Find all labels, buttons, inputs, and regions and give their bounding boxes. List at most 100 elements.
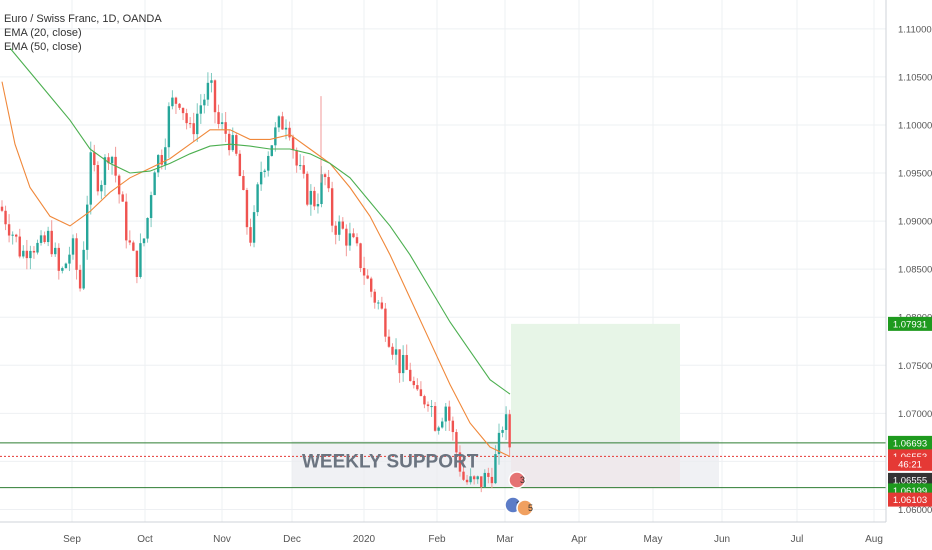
candle-body (68, 254, 71, 264)
candle-body (139, 243, 142, 277)
candle-body (71, 238, 75, 255)
candle-body (210, 80, 213, 83)
candle-body (135, 250, 139, 277)
x-tick-label: Jul (791, 534, 804, 545)
chart-grid (0, 0, 886, 522)
candle-body (110, 156, 114, 164)
candle-body (338, 221, 341, 235)
badge-count: 5 (528, 503, 533, 513)
candle-body (380, 302, 384, 309)
legend-ema20[interactable]: EMA (20, close) (4, 27, 82, 39)
candle-body (295, 150, 298, 166)
candle-body (313, 190, 316, 207)
candle-body (320, 174, 323, 205)
price-tag-bg (888, 492, 932, 507)
x-tick-label: Sep (63, 534, 81, 545)
candle-body (167, 106, 171, 148)
candle-body (270, 145, 273, 156)
candle-body (39, 235, 43, 243)
y-tick-label: 1.10500 (898, 72, 932, 83)
candle-body (391, 346, 394, 355)
x-tick-label: May (644, 534, 663, 545)
candle-body (149, 195, 153, 218)
candle-body (181, 107, 185, 114)
candle-body (7, 224, 11, 236)
candle-body (497, 432, 501, 455)
y-tick-label: 1.07500 (898, 361, 932, 372)
price-tag: 46:21 (888, 456, 932, 471)
badge-circle (508, 471, 526, 489)
candle-body (75, 238, 78, 270)
legend-ema50[interactable]: EMA (50, close) (4, 41, 82, 53)
candle-body (36, 242, 39, 253)
ema50-line (9, 47, 511, 395)
candle-body (274, 127, 277, 146)
candle-body (164, 147, 167, 165)
profit-zone (511, 323, 680, 457)
x-tick-label: Nov (213, 534, 231, 545)
candle-body (103, 157, 107, 185)
y-tick-label: 1.08500 (898, 265, 932, 276)
candle-body (107, 157, 110, 164)
candle-body (323, 174, 327, 178)
x-tick-label: Mar (496, 534, 514, 545)
badge-count: 3 (520, 475, 525, 485)
candle-body (132, 242, 135, 251)
price-tag-label: 1.06199 (893, 486, 927, 497)
candle-body (15, 234, 18, 237)
candle-body (249, 227, 252, 243)
y-tick-label: 1.09500 (898, 169, 932, 180)
candle-body (480, 476, 483, 487)
candle-body (291, 137, 295, 151)
price-tag-label: 1.06555 (893, 475, 927, 486)
candle-body (277, 116, 281, 128)
candle-body (345, 228, 348, 246)
candle-body (192, 123, 195, 135)
badge-circle (516, 499, 534, 517)
candle-body (476, 476, 479, 480)
candle-body (263, 170, 266, 172)
candle-body (302, 165, 305, 174)
event-badge-3: 5 (516, 499, 534, 517)
candle-body (245, 189, 249, 228)
candle-body (89, 152, 92, 205)
candle-body (252, 212, 256, 243)
x-tick-label: Aug (865, 534, 883, 545)
candle-body (203, 99, 206, 106)
price-tag-label: 1.07931 (893, 319, 927, 330)
candle-body (352, 233, 355, 238)
candle-body (4, 210, 7, 225)
candle-body (362, 268, 366, 276)
event-badge-1: 3 (508, 471, 526, 489)
candle-body (96, 165, 100, 192)
price-tag-bg (888, 435, 932, 450)
y-tick-label: 1.07000 (898, 409, 932, 420)
candle-body (416, 385, 419, 390)
candle-body (284, 127, 288, 130)
candle-body (462, 471, 465, 480)
candle-body (441, 421, 444, 428)
candle-body (54, 247, 57, 255)
weekly-support-label: WEEKLY SUPPORT (302, 451, 479, 472)
candle-body (494, 454, 497, 484)
candle-body (472, 476, 476, 480)
candle-body (256, 184, 259, 213)
candle-body (373, 291, 376, 303)
ema20-line (1, 81, 511, 458)
candle-body (377, 302, 380, 304)
candle-body (199, 105, 202, 114)
price-tag-label: 1.06693 (893, 438, 927, 449)
candle-body (288, 127, 291, 138)
candle-body (405, 355, 408, 370)
candle-body (401, 355, 405, 374)
candle-body (355, 237, 359, 244)
support-lines (0, 442, 886, 489)
x-tick-label: Feb (428, 534, 446, 545)
x-tick-label: 2020 (353, 534, 376, 545)
candle-body (419, 389, 423, 397)
candle-body (64, 263, 68, 269)
candle-body (490, 476, 494, 484)
candle-body (334, 225, 337, 235)
candle-body (153, 172, 156, 196)
